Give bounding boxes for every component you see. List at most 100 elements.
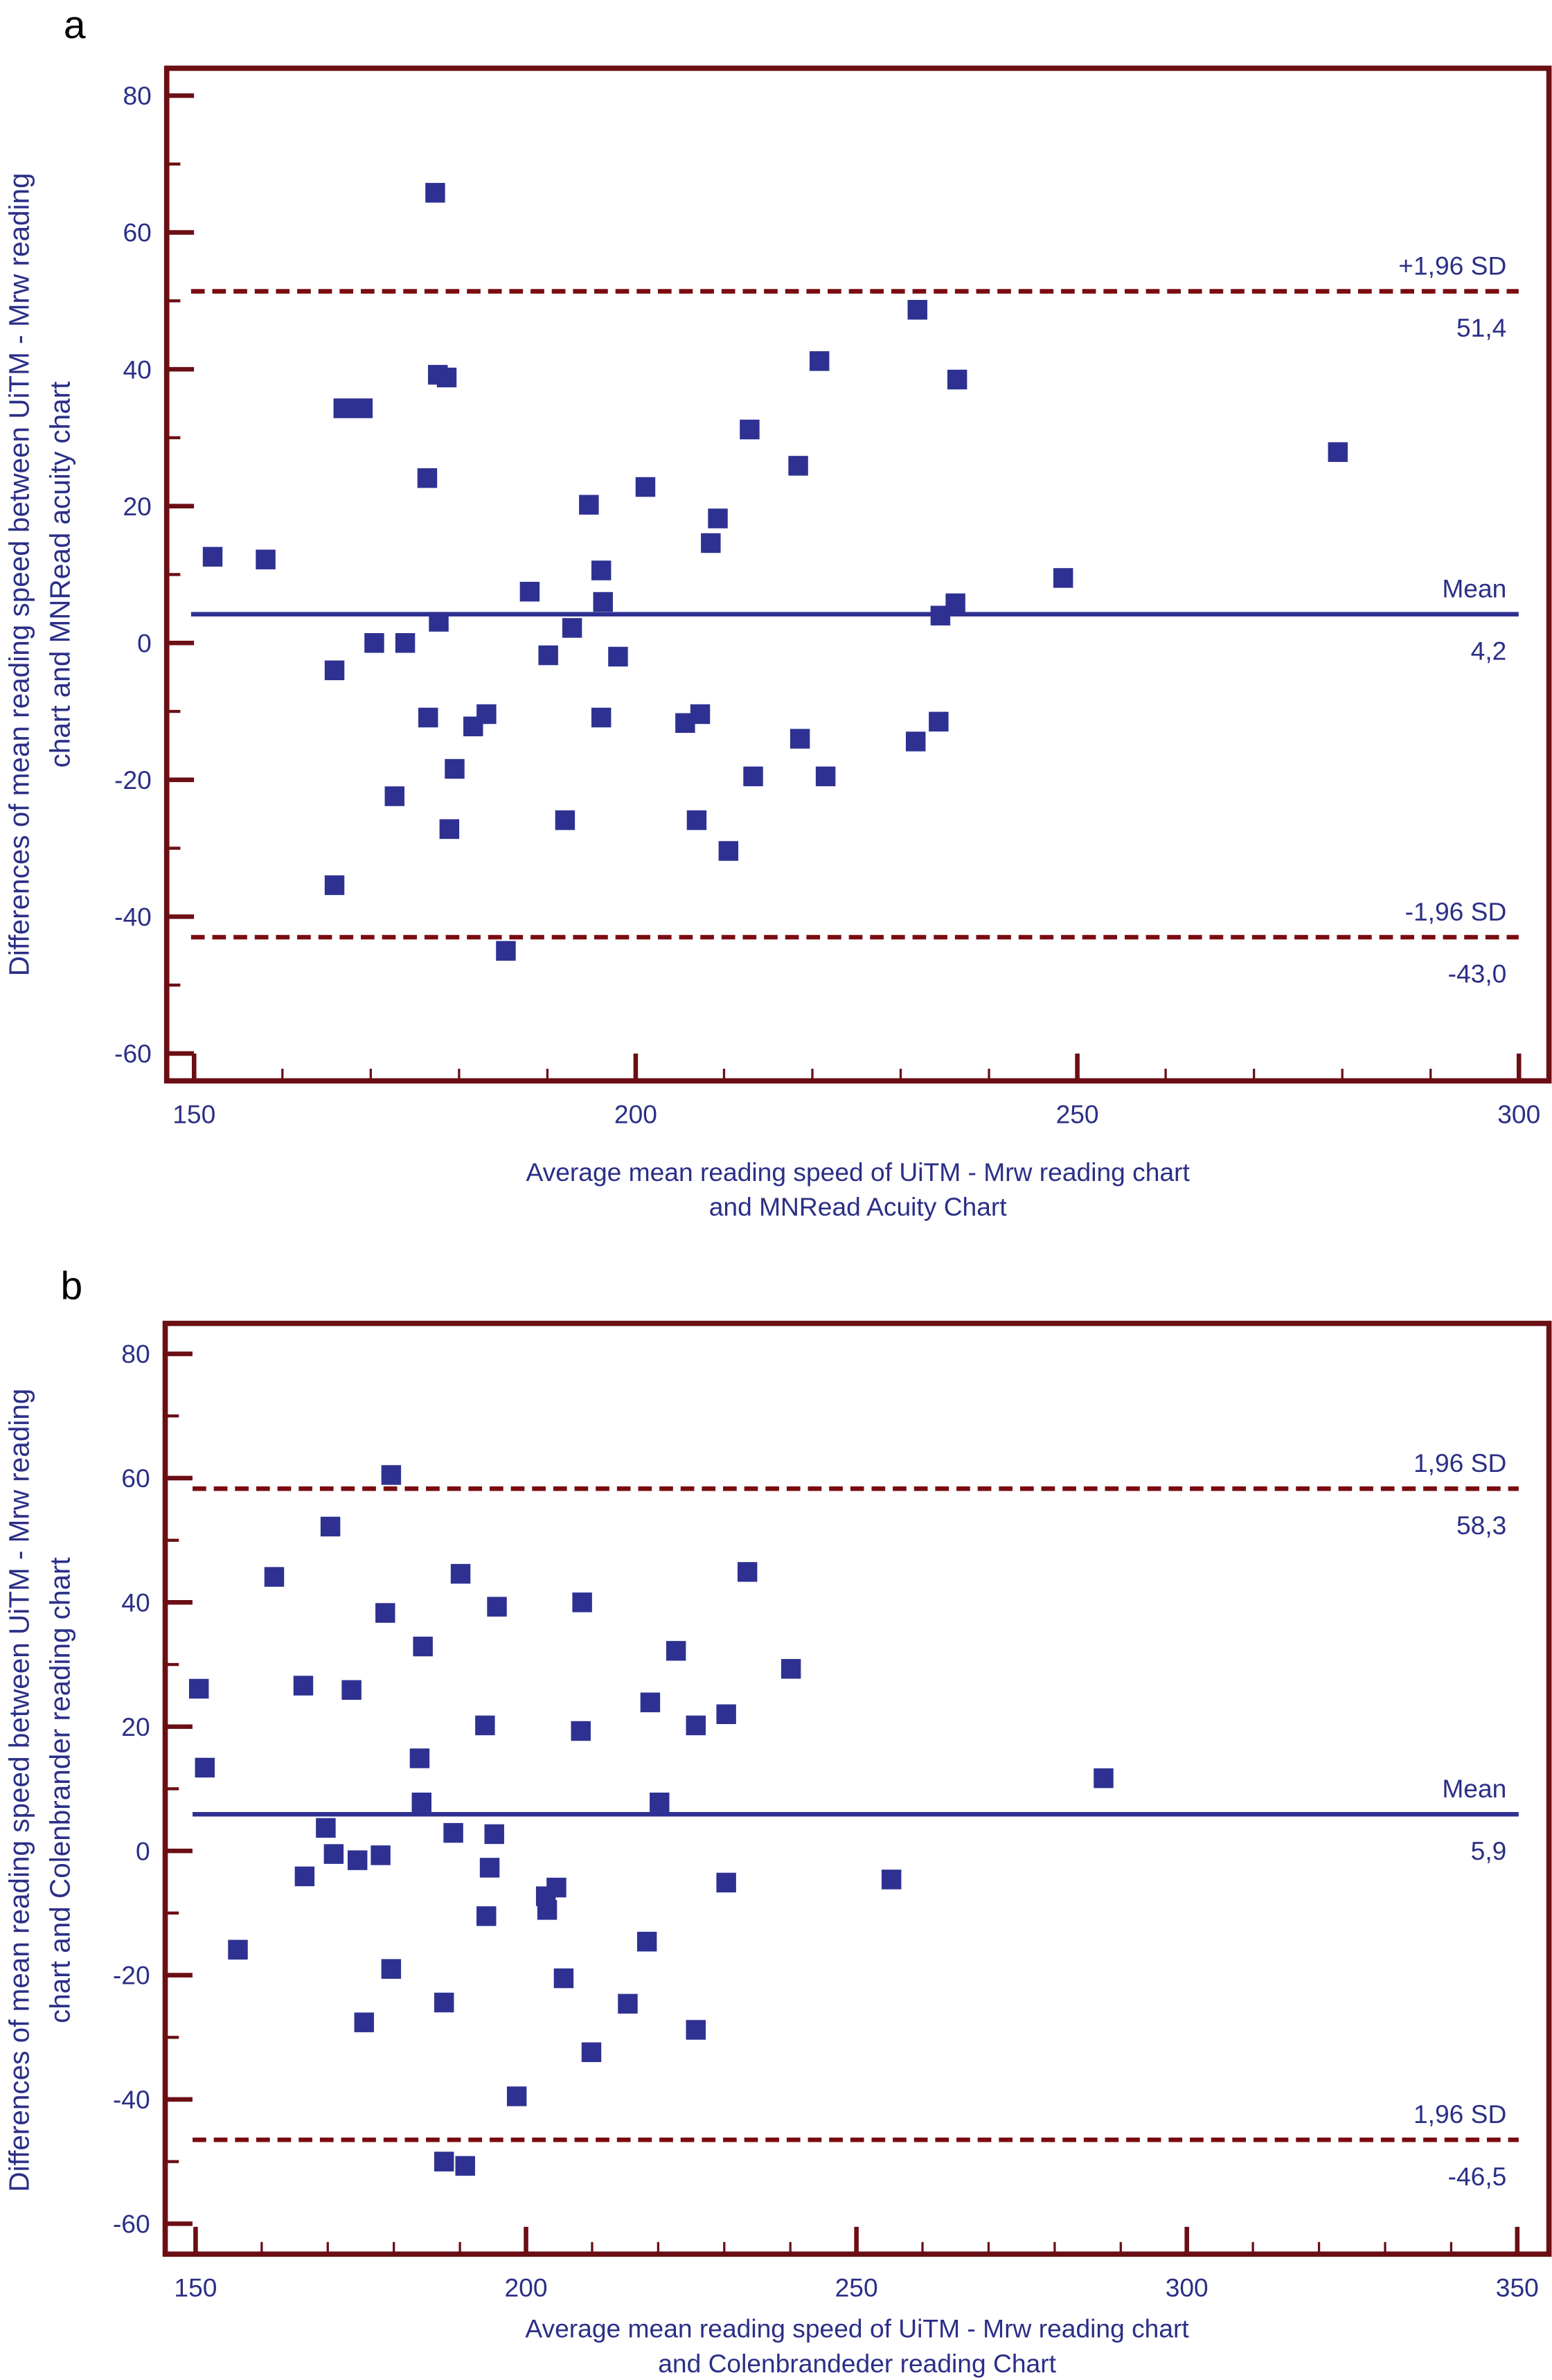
data-point: [487, 1597, 507, 1617]
reference-line-label: Mean: [1442, 1774, 1506, 1803]
data-point: [686, 2020, 706, 2040]
data-point: [188, 1678, 209, 1699]
reference-line-label: 1,96 SD: [1413, 2099, 1506, 2129]
reference-line-value: 58,3: [1456, 1511, 1506, 1540]
y-tick-label: 60: [123, 218, 151, 247]
plot-frame: [162, 1320, 1552, 2257]
data-point: [323, 1844, 344, 1864]
data-point: [413, 1636, 433, 1657]
data-point: [537, 1900, 558, 1920]
y-tick-label: 60: [121, 1464, 150, 1493]
data-point: [443, 1822, 463, 1843]
data-point: [1328, 442, 1348, 462]
reference-line-value: -46,5: [1448, 2162, 1507, 2191]
data-point: [381, 1959, 402, 1979]
data-point: [434, 1992, 454, 2013]
y-axis-label: Differences of mean reading speed betwee…: [3, 1389, 35, 2192]
data-point: [228, 1939, 248, 1960]
data-point: [429, 612, 449, 632]
y-tick-label: 20: [123, 492, 151, 521]
data-point: [341, 1680, 362, 1700]
reference-line-label: -1,96 SD: [1405, 897, 1507, 926]
x-tick-label: 150: [172, 1100, 215, 1129]
data-point: [636, 1931, 657, 1952]
data-point: [555, 810, 576, 831]
data-point: [740, 419, 760, 440]
data-point: [479, 1858, 500, 1878]
data-point: [907, 299, 927, 320]
data-point: [591, 560, 612, 580]
data-point: [496, 941, 516, 961]
data-point: [371, 1845, 391, 1865]
data-point: [640, 1692, 661, 1712]
data-point: [635, 477, 656, 497]
data-point: [434, 2151, 454, 2172]
data-point: [445, 758, 465, 779]
data-point: [294, 1866, 315, 1887]
data-point: [686, 1715, 706, 1736]
data-point: [929, 711, 949, 732]
data-point: [256, 549, 276, 569]
data-point: [947, 369, 967, 390]
y-tick-label: -40: [114, 902, 152, 931]
data-point: [591, 707, 612, 728]
data-point: [202, 547, 223, 567]
data-point: [593, 592, 613, 612]
data-point: [708, 508, 728, 529]
data-point: [450, 1563, 471, 1584]
data-point: [701, 533, 721, 553]
data-point: [418, 707, 438, 728]
data-point: [716, 1704, 736, 1725]
data-point: [425, 183, 445, 203]
plot-frame: [163, 65, 1552, 1084]
data-point: [546, 1877, 567, 1898]
data-point: [718, 841, 739, 861]
x-tick-label: 150: [174, 2273, 217, 2302]
data-point: [538, 645, 558, 666]
panel-label: a: [64, 3, 86, 47]
data-point: [743, 766, 763, 787]
data-point: [690, 704, 711, 725]
panel-b: b -60 -40 -20 0 20 40 60 80 150 200 250 300 350 Averag…: [3, 1264, 1552, 2378]
data-point: [788, 456, 808, 476]
data-point: [354, 2012, 374, 2032]
data-point: [650, 1792, 670, 1813]
y-tick-label: 40: [123, 355, 151, 384]
reference-line-label: Mean: [1442, 574, 1506, 603]
data-point: [476, 1906, 497, 1926]
data-point: [815, 766, 836, 787]
data-point: [364, 633, 384, 653]
y-tick-label: -60: [114, 1039, 152, 1068]
data-point: [618, 1993, 638, 2014]
x-axis-label: and MNRead Acuity Chart: [709, 1192, 1008, 1221]
data-point: [905, 731, 926, 752]
data-point: [519, 581, 540, 602]
data-point: [809, 351, 830, 371]
data-point: [324, 660, 345, 680]
reference-line-value: 51,4: [1456, 313, 1506, 342]
y-tick-label: 20: [121, 1712, 150, 1741]
data-point: [316, 1818, 336, 1838]
x-tick-label: 350: [1496, 2273, 1539, 2302]
data-point: [475, 1715, 495, 1736]
data-point: [324, 875, 345, 896]
y-tick-label: 80: [121, 1340, 150, 1369]
reference-line-label: 1,96 SD: [1413, 1448, 1506, 1477]
data-point: [484, 1824, 504, 1845]
x-tick-label: 250: [1056, 1100, 1099, 1129]
data-point: [347, 1850, 368, 1870]
y-tick-label: -60: [113, 2209, 150, 2238]
data-point: [945, 593, 965, 614]
panel-label: b: [61, 1264, 83, 1308]
data-point: [384, 786, 404, 806]
y-tick-label: -20: [114, 765, 152, 794]
data-point: [737, 1562, 758, 1582]
x-axis-label: and Colenbrandeder reading Chart: [658, 2349, 1056, 2378]
data-point: [1053, 568, 1073, 588]
data-point: [439, 819, 460, 840]
y-tick-label: 0: [136, 1836, 150, 1865]
y-tick-label: -20: [113, 1961, 150, 1990]
data-point: [264, 1567, 285, 1587]
data-point: [1094, 1768, 1114, 1788]
